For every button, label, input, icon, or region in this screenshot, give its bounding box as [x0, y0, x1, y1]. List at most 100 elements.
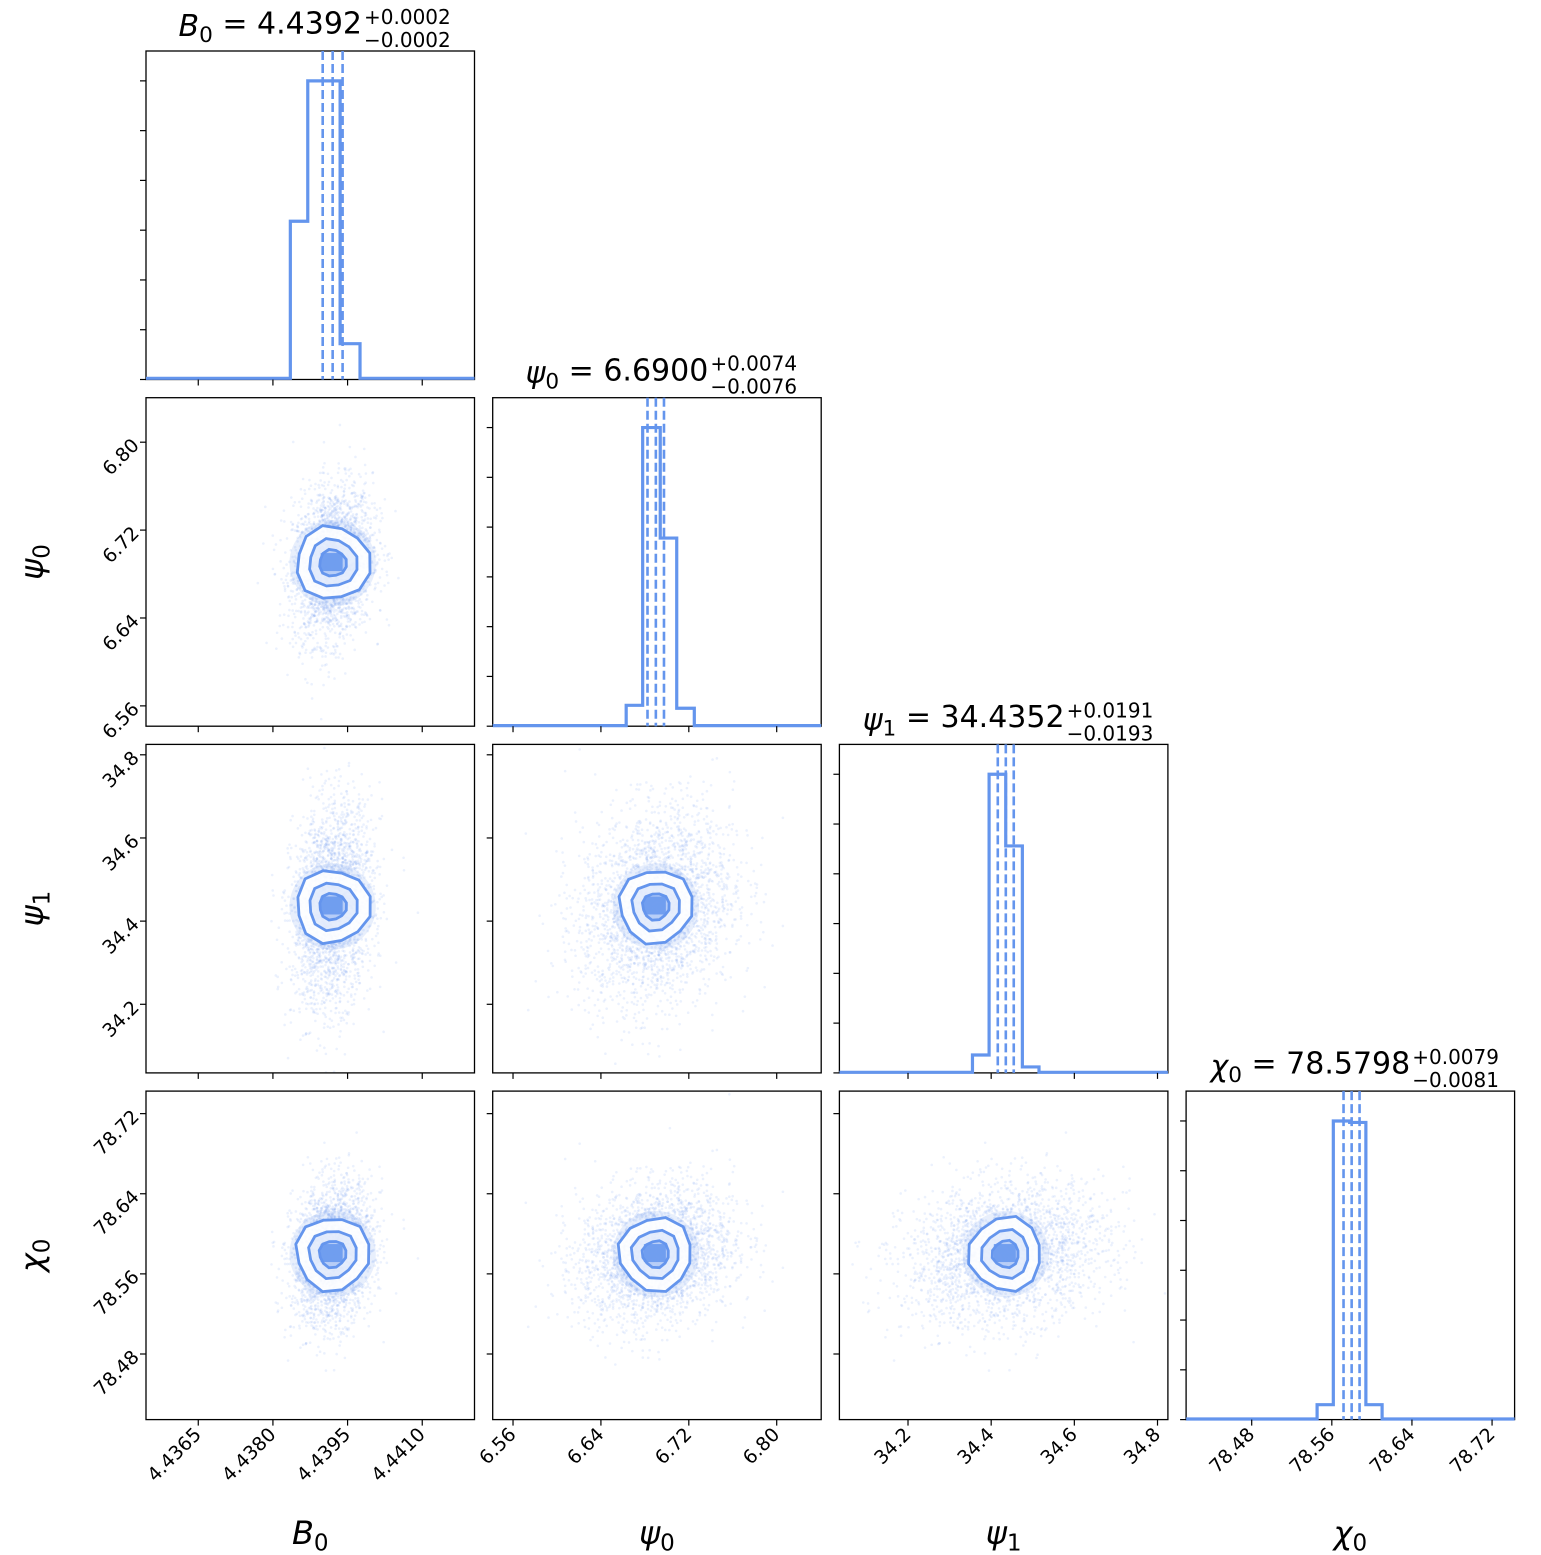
sample-point — [325, 663, 328, 666]
sample-point — [291, 609, 294, 612]
sample-point — [371, 828, 375, 831]
sample-point — [347, 764, 351, 768]
sample-point — [337, 606, 340, 610]
sample-point — [350, 610, 353, 614]
sample-point — [331, 652, 334, 655]
sample-point — [348, 846, 352, 849]
sample-point — [364, 612, 368, 615]
sample-point — [323, 521, 327, 525]
title-minus-chi0: −0.0081 — [1412, 1068, 1499, 1092]
sample-point — [374, 569, 378, 572]
sample-point — [347, 761, 351, 765]
sample-point — [334, 968, 337, 972]
sample-point — [327, 777, 331, 781]
sample-point — [352, 597, 356, 600]
sample-point — [343, 516, 347, 519]
sample-point — [351, 855, 354, 859]
sample-point — [303, 639, 307, 643]
sample-point — [374, 934, 378, 938]
sample-point — [358, 617, 362, 621]
sample-point — [382, 857, 386, 861]
sample-point — [367, 540, 370, 543]
sample-point — [329, 618, 332, 622]
sample-point — [293, 974, 297, 977]
sample-point — [352, 491, 356, 494]
sample-point — [310, 809, 313, 813]
sample-point — [363, 831, 366, 835]
sample-point — [296, 827, 300, 830]
sample-point — [370, 976, 373, 979]
sample-point — [348, 474, 351, 478]
sample-point — [361, 489, 365, 492]
sample-point — [339, 622, 343, 626]
sample-point — [346, 524, 350, 527]
sample-point — [301, 866, 305, 870]
sample-point — [342, 637, 346, 640]
sample-point — [322, 991, 325, 994]
sample-point — [333, 851, 337, 855]
sample-point — [321, 650, 324, 653]
sample-point — [302, 523, 306, 527]
sample-point — [364, 937, 368, 941]
sample-point — [319, 649, 323, 653]
sample-point — [313, 648, 316, 651]
sample-point — [354, 968, 357, 971]
sample-point — [264, 505, 267, 509]
sample-point — [297, 636, 301, 639]
sample-point — [335, 520, 338, 523]
sample-point — [322, 617, 326, 621]
sample-point — [307, 631, 310, 635]
sample-point — [368, 953, 372, 957]
sample-point — [318, 1044, 322, 1047]
sample-point — [327, 675, 330, 679]
sample-point — [326, 637, 330, 640]
sample-point — [345, 633, 349, 636]
sample-point — [340, 970, 344, 974]
sample-point — [322, 605, 325, 609]
sample-point — [349, 528, 353, 532]
sample-point — [321, 518, 325, 522]
sample-point — [328, 522, 331, 526]
sample-point — [361, 862, 365, 866]
sample-point — [387, 558, 390, 561]
sample-point — [343, 642, 347, 645]
sample-point — [386, 554, 389, 558]
sample-point — [339, 631, 342, 634]
sample-point — [320, 619, 324, 622]
sample-point — [327, 797, 331, 801]
sample-point — [343, 802, 346, 805]
sample-point — [353, 516, 357, 519]
sample-point — [347, 798, 350, 802]
sample-point — [344, 975, 348, 978]
sample-point — [289, 818, 293, 822]
sample-point — [337, 1023, 340, 1026]
sample-point — [275, 647, 278, 650]
sample-point — [336, 486, 340, 489]
sample-point — [271, 534, 275, 537]
sample-point — [312, 636, 315, 640]
sample-point — [315, 509, 319, 513]
sample-point — [256, 581, 260, 585]
sample-point — [337, 516, 341, 520]
sample-point — [311, 819, 315, 823]
sample-point — [333, 614, 337, 618]
sample-point — [361, 798, 365, 801]
sample-point — [317, 797, 320, 801]
sample-point — [369, 526, 372, 530]
sample-point — [317, 827, 321, 831]
sample-point — [362, 949, 365, 953]
sample-point — [327, 621, 330, 624]
sample-point — [298, 993, 302, 996]
sample-point — [373, 587, 376, 591]
sample-point — [324, 644, 327, 648]
sample-point — [294, 641, 298, 645]
sample-point — [316, 506, 319, 510]
sample-point — [289, 574, 293, 578]
sample-point — [286, 572, 290, 575]
sample-point — [321, 518, 324, 522]
sample-point — [372, 887, 376, 891]
sample-point — [378, 608, 382, 612]
sample-point — [296, 525, 300, 529]
sample-point — [368, 536, 371, 539]
sample-point — [322, 1026, 326, 1029]
